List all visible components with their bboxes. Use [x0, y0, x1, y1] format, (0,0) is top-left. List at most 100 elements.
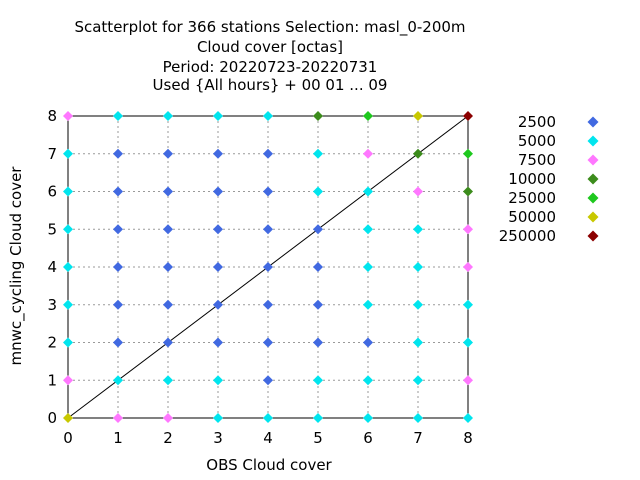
scatter-point: [313, 111, 323, 121]
scatter-point: [363, 148, 373, 159]
legend-marker: [587, 230, 599, 242]
scatter-point: [413, 262, 423, 272]
scatter-point: [363, 413, 373, 423]
scatter-point: [363, 262, 373, 272]
data-points: [63, 111, 473, 423]
y-tick-label: 6: [47, 183, 57, 201]
scatter-point: [463, 111, 473, 121]
scatter-point: [413, 186, 423, 197]
chart-title-line-3: Period: 20220723-20220731: [162, 58, 378, 76]
scatter-point: [463, 148, 473, 159]
y-tick-label: 4: [47, 258, 57, 276]
scatter-point: [313, 299, 323, 310]
scatter-point: [463, 186, 473, 197]
scatter-point: [213, 224, 223, 235]
legend-marker: [587, 192, 599, 204]
scatter-point: [413, 224, 423, 235]
x-tick-label: 2: [163, 429, 173, 447]
scatter-point: [413, 375, 423, 386]
scatter-point: [163, 186, 173, 197]
legend-marker: [587, 154, 599, 166]
x-tick-label: 6: [363, 429, 373, 447]
scatter-point: [313, 262, 323, 272]
legend-marker: [587, 116, 599, 128]
scatter-point: [113, 375, 123, 386]
scatter-point: [163, 413, 173, 423]
scatter-point: [263, 186, 273, 197]
scatter-point: [63, 224, 73, 235]
scatter-point: [213, 262, 223, 272]
scatter-point: [363, 299, 373, 310]
scatter-point: [263, 111, 273, 121]
scatter-point: [113, 186, 123, 197]
scatter-point: [113, 413, 123, 423]
x-axis-label: OBS Cloud cover: [206, 456, 332, 474]
scatter-point: [463, 262, 473, 272]
scatter-point: [63, 111, 73, 121]
legend-marker: [587, 211, 599, 223]
scatter-point: [263, 413, 273, 423]
scatter-point: [413, 148, 423, 159]
scatter-point: [313, 224, 323, 235]
scatter-point: [213, 148, 223, 159]
scatter-point: [63, 262, 73, 272]
x-tick-label: 0: [63, 429, 73, 447]
y-tick-label: 7: [47, 145, 57, 163]
x-tick-label: 4: [263, 429, 273, 447]
scatter-point: [163, 111, 173, 121]
scatter-point: [463, 375, 473, 386]
x-tick-label: 1: [113, 429, 123, 447]
legend-label: 50000: [508, 208, 556, 226]
scatter-point: [363, 375, 373, 386]
scatter-point: [263, 224, 273, 235]
scatter-point: [113, 299, 123, 310]
legend-label: 250000: [499, 227, 556, 245]
scatter-point: [313, 186, 323, 197]
scatter-point: [463, 413, 473, 423]
x-tick-label: 5: [313, 429, 323, 447]
scatter-point: [113, 148, 123, 159]
legend-label: 5000: [518, 132, 556, 150]
scatter-point: [63, 299, 73, 310]
scatter-point: [63, 337, 73, 348]
scatter-point: [213, 337, 223, 348]
scatter-point: [63, 413, 73, 423]
legend-label: 2500: [518, 113, 556, 131]
legend-marker: [587, 135, 599, 147]
x-tick-label: 3: [213, 429, 223, 447]
chart-title-line-2: Cloud cover [octas]: [196, 38, 344, 56]
scatter-point: [413, 413, 423, 423]
scatter-point: [213, 186, 223, 197]
chart-title-line-1: Scatterplot for 366 stations Selection: …: [74, 18, 466, 36]
scatter-point: [113, 262, 123, 272]
y-tick-label: 1: [47, 371, 57, 389]
y-axis-label: mnwc_cycling Cloud cover: [7, 166, 25, 366]
scatter-point: [213, 375, 223, 386]
scatter-point: [463, 337, 473, 348]
scatter-point: [163, 337, 173, 348]
scatter-point: [313, 148, 323, 159]
scatter-point: [113, 224, 123, 235]
scatter-point: [163, 224, 173, 235]
scatter-point: [213, 413, 223, 423]
scatter-point: [263, 262, 273, 272]
y-tick-label: 2: [47, 334, 57, 352]
scatter-point: [213, 111, 223, 121]
scatter-point: [413, 299, 423, 310]
scatter-point: [63, 375, 73, 386]
scatter-point: [263, 375, 273, 386]
legend-label: 7500: [518, 151, 556, 169]
scatter-point: [113, 111, 123, 121]
scatter-point: [313, 375, 323, 386]
scatter-point: [163, 299, 173, 310]
scatter-point: [363, 337, 373, 348]
y-tick-label: 5: [47, 220, 57, 238]
scatter-point: [263, 299, 273, 310]
y-tick-label: 0: [47, 409, 57, 427]
scatter-point: [163, 148, 173, 159]
scatter-point: [363, 224, 373, 235]
scatter-point: [413, 337, 423, 348]
x-tick-label: 7: [413, 429, 423, 447]
